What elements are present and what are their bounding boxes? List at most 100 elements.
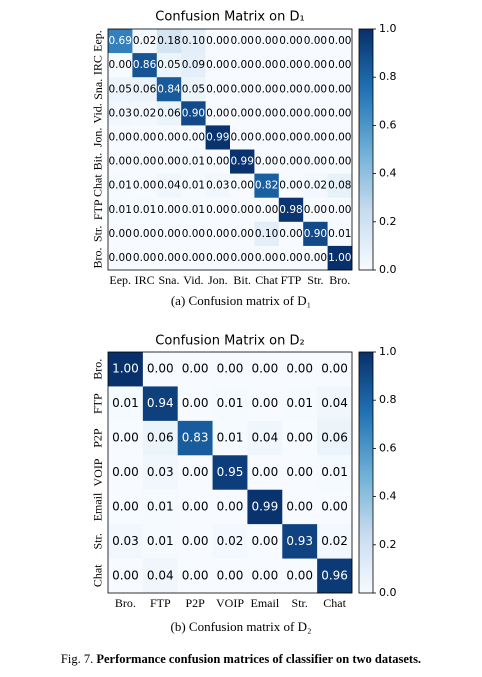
y-tick-label: Str. xyxy=(91,533,105,549)
heatmap-cell xyxy=(254,101,280,126)
x-tick-label: Str. xyxy=(307,273,323,287)
cell-label: 0.00 xyxy=(286,362,313,376)
y-tick-label: FTP xyxy=(91,393,105,414)
cell-label: 0.00 xyxy=(109,131,132,143)
y-tick-label: Sna. xyxy=(91,79,105,100)
cell-label: 0.00 xyxy=(286,499,313,513)
cell-label: 0.00 xyxy=(182,131,205,143)
cell-label: 0.01 xyxy=(112,396,139,410)
cell-label: 1.00 xyxy=(328,252,351,264)
heatmap-cell xyxy=(181,77,206,102)
heatmap-cell xyxy=(156,53,182,78)
heatmap-cell xyxy=(132,197,158,223)
heatmap-cell xyxy=(327,221,353,247)
cell-label: 0.00 xyxy=(231,59,254,71)
heatmap-cell xyxy=(254,245,280,271)
cell-label: 0.00 xyxy=(304,252,327,264)
cell-label: 0.84 xyxy=(157,83,181,95)
cell-label: 0.01 xyxy=(147,534,174,548)
cell-label: 0.00 xyxy=(231,35,254,47)
heatmap-cell xyxy=(212,420,248,456)
heatmap-cell xyxy=(181,53,206,78)
heatmap-cell xyxy=(156,77,182,102)
figure-label: Fig. 7. xyxy=(61,652,93,666)
heatmap-cell xyxy=(212,489,248,525)
cell-label: 0.00 xyxy=(251,568,278,582)
cell-label: 0.86 xyxy=(133,59,157,71)
cell-label: 0.00 xyxy=(255,83,278,95)
x-tick-label: Eep. xyxy=(109,273,131,287)
x-tick-label: Bro. xyxy=(329,273,350,287)
cell-label: 0.05 xyxy=(109,83,132,95)
heatmap-cell xyxy=(177,524,213,559)
heatmap-cell xyxy=(108,420,144,456)
heatmap-cell xyxy=(230,29,255,54)
cell-label: 0.00 xyxy=(304,59,327,71)
cell-label: 0.03 xyxy=(206,180,229,192)
cell-label: 0.00 xyxy=(286,431,313,445)
cell-label: 0.06 xyxy=(133,83,157,95)
cell-label: 0.00 xyxy=(182,568,209,582)
cell-label: 0.00 xyxy=(157,228,180,240)
heatmap-cell xyxy=(177,352,213,387)
cell-label: 0.00 xyxy=(206,59,229,71)
heatmap-cell xyxy=(108,53,133,78)
cell-label: 0.00 xyxy=(206,204,229,216)
chart-title: Confusion Matrix on D₂ xyxy=(155,334,304,349)
cell-label: 0.00 xyxy=(206,252,229,264)
cell-label: 0.00 xyxy=(279,83,302,95)
heatmap-cell xyxy=(282,558,318,594)
heatmap-cell xyxy=(181,125,206,150)
heatmap-cell xyxy=(181,221,206,247)
cell-label: 0.00 xyxy=(112,568,139,582)
heatmap-cell xyxy=(108,386,144,422)
cell-label: 0.00 xyxy=(304,204,327,216)
heatmap-cell xyxy=(132,149,158,174)
cell-label: 0.00 xyxy=(133,131,156,143)
x-tick-label: Email xyxy=(251,596,280,610)
cell-label: 0.01 xyxy=(182,156,205,168)
cell-label: 0.00 xyxy=(109,252,132,264)
heatmap-cell xyxy=(108,455,144,491)
heatmap-cell xyxy=(108,149,133,174)
heatmap-cell xyxy=(132,101,158,126)
cell-label: 0.00 xyxy=(133,228,156,240)
cell-label: 0.69 xyxy=(109,35,132,47)
heatmap-cell xyxy=(205,77,231,102)
heatmap-cell xyxy=(303,173,328,198)
cell-label: 0.04 xyxy=(157,180,181,192)
heatmap-cell xyxy=(142,420,179,456)
heatmap-cell xyxy=(181,29,206,54)
heatmap-cell xyxy=(108,77,133,102)
cell-label: 0.05 xyxy=(157,59,180,71)
cell-label: 0.00 xyxy=(304,83,327,95)
heatmap-cell xyxy=(282,386,318,422)
heatmap-cell xyxy=(177,420,213,456)
heatmap-cell xyxy=(156,101,182,126)
x-tick-label: Chat xyxy=(323,596,346,610)
cell-label: 0.01 xyxy=(217,396,244,410)
heatmap-cell xyxy=(230,197,255,223)
heatmap-cell xyxy=(212,455,248,491)
x-tick-label: VOIP xyxy=(216,596,244,610)
heatmap-cell xyxy=(230,53,255,78)
heatmap-cell xyxy=(327,173,353,198)
colorbar-tick-label: 0.8 xyxy=(379,70,397,83)
cell-label: 0.00 xyxy=(279,107,302,119)
heatmap-cell xyxy=(278,29,304,54)
cell-label: 0.00 xyxy=(328,204,351,216)
cell-label: 0.03 xyxy=(112,534,139,548)
cell-label: 0.03 xyxy=(147,465,174,479)
cell-label: 0.00 xyxy=(328,59,351,71)
cell-label: 0.00 xyxy=(112,431,139,445)
cell-label: 0.01 xyxy=(286,396,313,410)
cell-label: 0.00 xyxy=(251,465,278,479)
heatmap-cell xyxy=(317,558,353,594)
cell-label: 0.00 xyxy=(304,35,327,47)
y-tick-label: Bit. xyxy=(91,153,105,171)
heatmap-cell xyxy=(142,558,179,594)
cell-label: 0.00 xyxy=(321,499,348,513)
heatmap-cell xyxy=(282,352,318,387)
heatmap-cell xyxy=(212,558,248,594)
colorbar xyxy=(358,28,374,271)
